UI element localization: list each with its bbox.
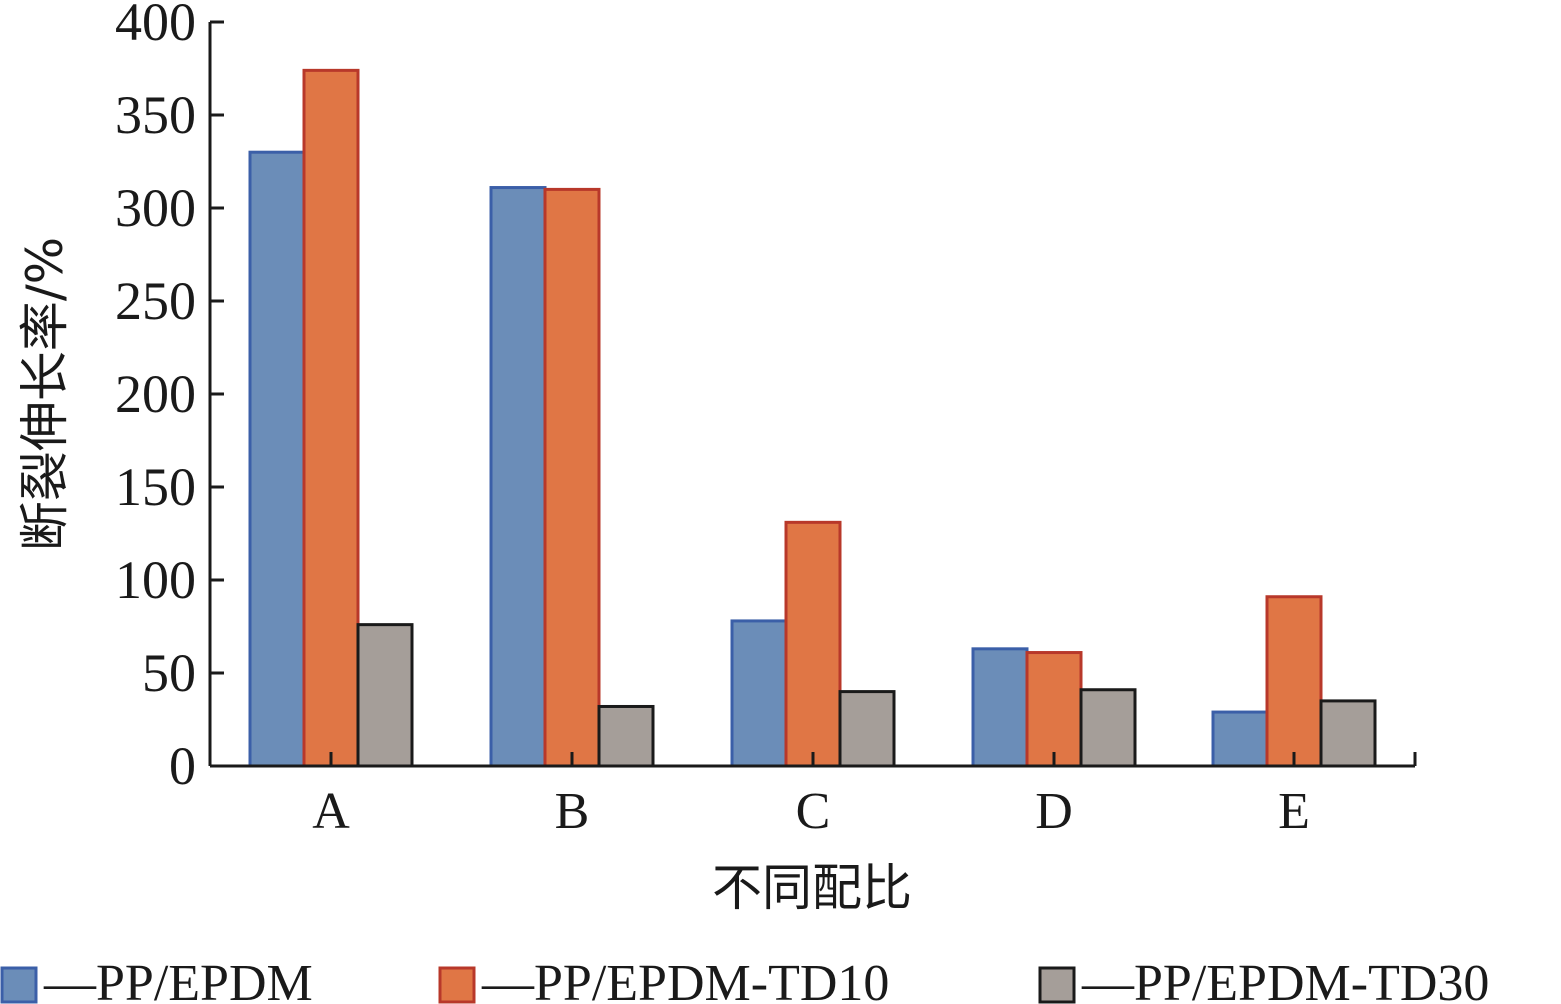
y-tick-label: 200 [115,364,196,424]
x-tick-label: E [1278,783,1310,840]
bar-A-series-3 [356,623,414,768]
y-tick-label: 0 [169,736,196,796]
y-tick-label: 100 [115,550,196,610]
legend-label-3: —PP/EPDM-TD30 [1081,955,1489,1004]
bar-A-series-2 [302,68,360,768]
y-tick-label: 350 [115,85,196,145]
bar-C-series-3 [838,690,896,768]
x-tick-label: C [796,783,831,840]
bar-E-series-3 [1319,699,1377,768]
bars-group [248,68,1377,768]
x-tick-label: D [1035,783,1073,840]
bar-B-series-2 [543,187,601,768]
y-axis-title: 断裂伸长率/% [16,237,74,551]
bar-D-series-2 [1025,651,1083,768]
y-ticks-group: 0 50 100 150 200 250 300 350 400 [115,0,224,796]
bar-D-series-1 [971,647,1029,768]
x-tick-label: A [312,783,350,840]
bar-B-series-1 [489,186,547,768]
y-tick-label: 50 [142,643,196,703]
x-axis-title: 不同配比 [712,859,912,917]
bar-E-series-1 [1211,710,1269,768]
legend-label-2: —PP/EPDM-TD10 [481,955,889,1004]
x-tick-label: B [555,783,590,840]
y-tick-label: 150 [115,457,196,517]
bar-E-series-2 [1265,595,1323,768]
legend-swatch-2 [438,966,476,1004]
bar-A-series-1 [248,150,306,768]
bar-C-series-2 [784,520,842,768]
bar-D-series-3 [1079,688,1137,768]
legend-swatch-3 [1038,966,1076,1004]
bar-C-series-1 [730,619,788,768]
y-tick-label: 300 [115,178,196,238]
x-ticks-group: A B C D E [312,752,1310,840]
bar-B-series-3 [597,704,655,768]
legend-label-1: —PP/EPDM [43,955,313,1004]
y-tick-label: 400 [115,0,196,52]
legend: —PP/EPDM —PP/EPDM-TD10 —PP/EPDM-TD30 [0,955,1489,1004]
y-tick-label: 250 [115,271,196,331]
legend-swatch-1 [0,966,38,1004]
